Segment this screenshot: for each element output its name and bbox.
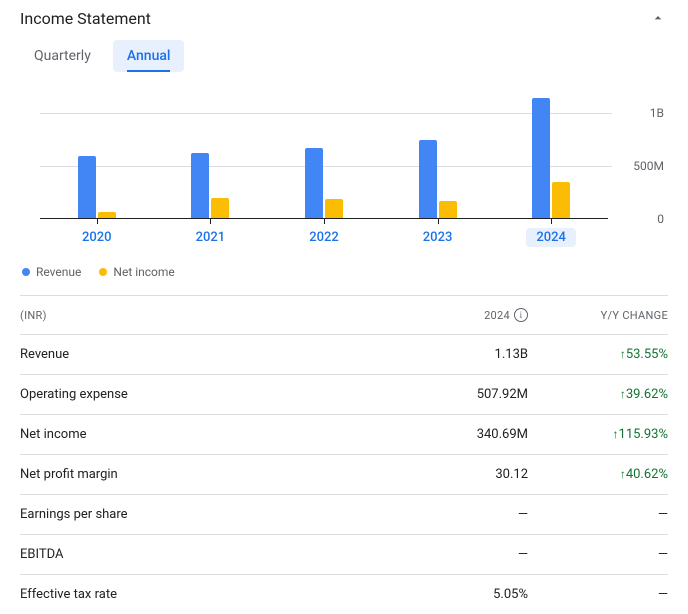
- metric-name: Earnings per share: [20, 507, 388, 522]
- table-row: Net profit margin30.12↑40.62%: [20, 454, 668, 494]
- header-name: (INR): [20, 309, 388, 322]
- table-row: Effective tax rate5.05%—: [20, 574, 668, 614]
- metric-value: —: [388, 507, 528, 522]
- arrow-up-icon: ↑: [620, 467, 626, 481]
- metric-name: Operating expense: [20, 387, 388, 402]
- bar-revenue: [305, 148, 323, 218]
- chart-legend: Revenue Net income: [20, 265, 668, 279]
- year-label[interactable]: 2021: [186, 228, 236, 247]
- bar-group: [305, 148, 343, 218]
- bar-netincome: [439, 201, 457, 218]
- metric-change: —: [528, 547, 668, 562]
- legend-item: Net income: [99, 265, 174, 279]
- header-change: Y/Y CHANGE: [528, 309, 668, 322]
- metric-value: 507.92M: [388, 387, 528, 402]
- legend-dot-icon: [99, 268, 107, 276]
- metric-change: ↑40.62%: [528, 467, 668, 482]
- legend-dot-icon: [22, 268, 30, 276]
- metric-change: ↑53.55%: [528, 347, 668, 362]
- legend-label: Revenue: [36, 265, 81, 279]
- metric-name: Revenue: [20, 347, 388, 362]
- metric-value: —: [388, 547, 528, 562]
- tab-annual[interactable]: Annual: [113, 40, 185, 72]
- table-row: Revenue1.13B↑53.55%: [20, 334, 668, 374]
- bar-netincome: [98, 212, 116, 218]
- year-label[interactable]: 2024: [526, 228, 576, 247]
- period-tabs: Quarterly Annual: [20, 40, 668, 72]
- section-title: Income Statement: [20, 9, 151, 28]
- arrow-up-icon: ↑: [620, 387, 626, 401]
- metric-name: Net profit margin: [20, 467, 388, 482]
- bar-revenue: [419, 140, 437, 218]
- metric-change: ↑115.93%: [528, 427, 668, 442]
- metric-name: Net income: [20, 427, 388, 442]
- bar-revenue: [191, 153, 209, 218]
- year-label[interactable]: 2020: [72, 228, 122, 247]
- bar-revenue: [78, 156, 96, 218]
- metric-name: Effective tax rate: [20, 587, 388, 602]
- y-axis-label: 500M: [633, 159, 664, 173]
- metric-change: ↑39.62%: [528, 387, 668, 402]
- tab-quarterly[interactable]: Quarterly: [20, 40, 105, 72]
- year-label[interactable]: 2022: [299, 228, 349, 247]
- y-axis-label: 0: [657, 212, 664, 226]
- metric-change: —: [528, 507, 668, 522]
- metric-name: EBITDA: [20, 547, 388, 562]
- y-axis-label: 1B: [650, 106, 664, 120]
- metric-change: —: [528, 587, 668, 602]
- collapse-icon[interactable]: [648, 8, 668, 28]
- bar-netincome: [325, 199, 343, 218]
- header-value: 2024 i: [388, 308, 528, 322]
- table-row: Net income340.69M↑115.93%: [20, 414, 668, 454]
- metric-value: 30.12: [388, 467, 528, 482]
- metric-value: 5.05%: [388, 587, 528, 602]
- year-label[interactable]: 2023: [413, 228, 463, 247]
- bar-netincome: [211, 198, 229, 218]
- bar-group: [191, 153, 229, 218]
- legend-label: Net income: [113, 265, 174, 279]
- arrow-up-icon: ↑: [613, 427, 619, 441]
- metric-value: 340.69M: [388, 427, 528, 442]
- bar-netincome: [552, 182, 570, 218]
- info-icon[interactable]: i: [514, 308, 528, 322]
- bar-group: [78, 156, 116, 218]
- table-header: (INR) 2024 i Y/Y CHANGE: [20, 295, 668, 334]
- bar-revenue: [532, 98, 550, 218]
- income-chart: 2020 2021 2022 2023 2024 1B 500M 0: [20, 92, 668, 247]
- table-row: Earnings per share——: [20, 494, 668, 534]
- arrow-up-icon: ↑: [620, 347, 626, 361]
- table-row: Operating expense507.92M↑39.62%: [20, 374, 668, 414]
- metric-value: 1.13B: [388, 347, 528, 362]
- table-row: EBITDA——: [20, 534, 668, 574]
- bar-group: [532, 98, 570, 218]
- legend-item: Revenue: [22, 265, 81, 279]
- bar-group: [419, 140, 457, 218]
